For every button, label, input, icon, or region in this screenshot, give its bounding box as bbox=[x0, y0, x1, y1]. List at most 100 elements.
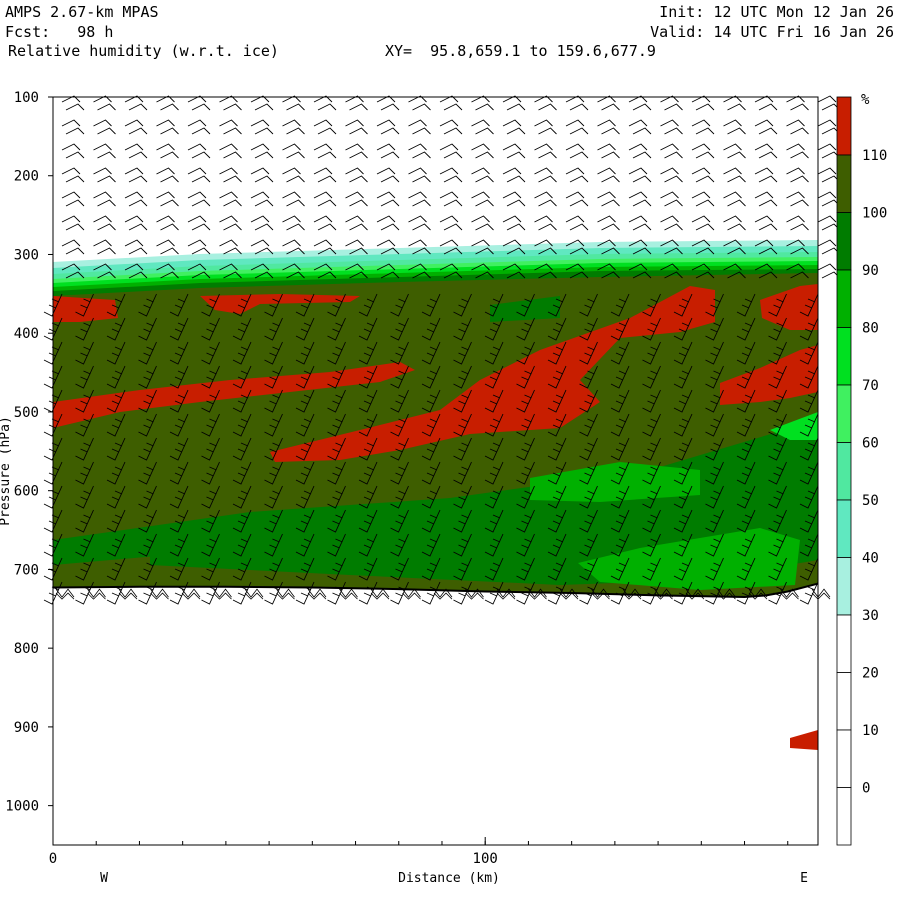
wind-barb bbox=[250, 95, 274, 111]
wind-barb bbox=[736, 437, 756, 461]
wind-barb bbox=[565, 263, 589, 279]
wind-barb bbox=[138, 509, 157, 533]
wind-barb bbox=[169, 413, 189, 437]
wind-barb bbox=[610, 317, 630, 341]
wind-barb bbox=[534, 95, 557, 111]
wind-barb bbox=[642, 413, 661, 437]
wind-barb bbox=[786, 191, 809, 207]
colorbar-level-label: 60 bbox=[862, 436, 879, 452]
wind-barb bbox=[768, 293, 787, 317]
wind-barb bbox=[106, 437, 126, 461]
wind-barb bbox=[628, 263, 652, 279]
wind-barb bbox=[376, 215, 400, 231]
wind-barb bbox=[61, 239, 85, 255]
wind-barb bbox=[345, 263, 368, 279]
wind-barb bbox=[421, 341, 441, 365]
wind-barb bbox=[232, 437, 252, 461]
wind-barb bbox=[439, 95, 463, 111]
wind-barb bbox=[421, 461, 441, 485]
wind-barb bbox=[799, 509, 819, 533]
wind-barb bbox=[547, 485, 567, 509]
wind-barb bbox=[799, 485, 819, 509]
wind-barb bbox=[565, 167, 589, 183]
wind-barb bbox=[754, 263, 778, 279]
wind-barb bbox=[471, 191, 494, 207]
wind-barb bbox=[547, 533, 567, 557]
wind-barb bbox=[421, 437, 441, 461]
colorbar-level-label: 110 bbox=[862, 148, 887, 164]
wind-barb-layer bbox=[43, 95, 841, 605]
wind-barb bbox=[453, 437, 472, 461]
wind-barb bbox=[327, 485, 346, 509]
wind-barb bbox=[610, 461, 630, 485]
wind-barb bbox=[705, 485, 724, 509]
wind-barb bbox=[75, 317, 94, 341]
wind-barb bbox=[465, 588, 484, 600]
wind-barb bbox=[471, 239, 494, 255]
wind-barb bbox=[376, 263, 400, 279]
wind-barb bbox=[118, 588, 138, 600]
colorbar-swatch bbox=[836, 442, 852, 501]
wind-barb bbox=[156, 239, 179, 255]
wind-barb bbox=[705, 533, 724, 557]
wind-barb bbox=[439, 263, 463, 279]
wind-barb bbox=[390, 485, 409, 509]
wind-barb bbox=[169, 485, 189, 509]
wind-barb bbox=[250, 263, 274, 279]
wind-barb bbox=[106, 389, 126, 413]
colorbar-level-label: 100 bbox=[862, 206, 887, 222]
humidity-region-110 bbox=[790, 730, 818, 750]
colorbar-level-label: 70 bbox=[862, 378, 879, 394]
wind-barb bbox=[534, 239, 557, 255]
wind-barb bbox=[187, 167, 211, 183]
wind-barb bbox=[61, 215, 85, 231]
wind-barb bbox=[339, 588, 358, 600]
wind-barb bbox=[55, 588, 75, 600]
x-tick-label: 100 bbox=[473, 851, 498, 867]
wind-barb bbox=[219, 143, 242, 159]
wind-barb bbox=[408, 215, 431, 231]
wind-barb bbox=[376, 95, 400, 111]
wind-barb bbox=[547, 509, 567, 533]
wind-barb bbox=[201, 485, 220, 509]
y-tick-label: 700 bbox=[14, 562, 39, 578]
wind-barb bbox=[628, 167, 652, 183]
wind-barb bbox=[106, 317, 126, 341]
wind-barb bbox=[390, 413, 409, 437]
wind-barb bbox=[534, 191, 557, 207]
wind-barb bbox=[156, 191, 179, 207]
wind-barb bbox=[313, 95, 337, 111]
wind-barb bbox=[421, 413, 441, 437]
wind-barb bbox=[433, 588, 453, 600]
wind-barb bbox=[138, 437, 157, 461]
wind-barb bbox=[565, 119, 589, 135]
wind-barb bbox=[219, 239, 242, 255]
wind-barb bbox=[390, 533, 409, 557]
y-tick-label: 1000 bbox=[5, 799, 39, 815]
wind-barb bbox=[250, 215, 274, 231]
wind-barb bbox=[282, 263, 305, 279]
wind-barb bbox=[471, 119, 494, 135]
wind-barb bbox=[295, 413, 315, 437]
wind-barb bbox=[295, 437, 315, 461]
wind-barb bbox=[327, 389, 346, 413]
wind-barb bbox=[484, 317, 504, 341]
wind-barb bbox=[421, 389, 441, 413]
wind-barb bbox=[579, 365, 598, 389]
wind-barb bbox=[723, 215, 746, 231]
wind-barb bbox=[169, 341, 189, 365]
wind-barb bbox=[408, 143, 431, 159]
wind-barb bbox=[250, 143, 274, 159]
init-time: Init: 12 UTC Mon 12 Jan 26 bbox=[659, 3, 894, 21]
wind-barb bbox=[799, 557, 819, 581]
wind-barb bbox=[124, 167, 148, 183]
wind-barb bbox=[516, 461, 535, 485]
wind-barb bbox=[87, 588, 106, 600]
wind-barb bbox=[673, 557, 693, 581]
wind-barb bbox=[282, 239, 305, 255]
wind-barb bbox=[264, 389, 283, 413]
wind-barb bbox=[295, 461, 315, 485]
terrain-surface-line bbox=[52, 582, 819, 598]
wind-barb bbox=[705, 437, 724, 461]
wind-barb bbox=[736, 341, 756, 365]
